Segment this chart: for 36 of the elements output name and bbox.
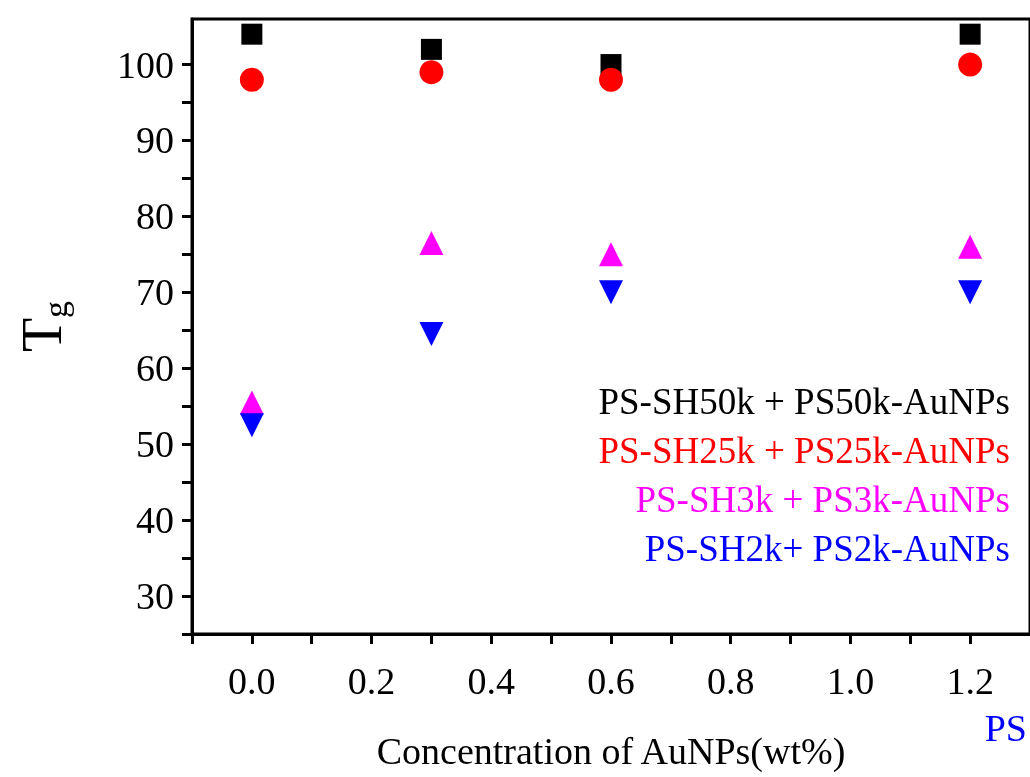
point xyxy=(239,67,264,92)
y-tick-label: 100 xyxy=(117,43,174,86)
point xyxy=(420,38,442,60)
point xyxy=(419,322,444,347)
x-axis-title: Concentration of AuNPs(wt%) xyxy=(376,730,846,773)
point xyxy=(959,23,981,45)
y-tick-label: 60 xyxy=(136,347,174,390)
y-tick-label: 80 xyxy=(136,195,174,238)
point xyxy=(599,67,623,92)
text: PS-SH3k + PS3k-AuNPs xyxy=(635,479,1010,520)
y-tick-label: 50 xyxy=(136,423,174,466)
y-tick-label: 70 xyxy=(136,271,174,314)
point xyxy=(419,230,444,255)
text: PS xyxy=(984,707,1028,749)
y-axis-title: Tg xyxy=(11,300,74,353)
point xyxy=(958,52,983,77)
point xyxy=(241,23,263,45)
point xyxy=(599,242,623,267)
x-tick-label: 1.2 xyxy=(946,660,994,702)
point xyxy=(958,280,983,305)
x-tick-label: 0.6 xyxy=(587,660,635,702)
point xyxy=(419,60,444,85)
x-tick-label: 0.4 xyxy=(467,660,516,702)
x-tick-label: 1.0 xyxy=(826,660,875,702)
y-tick-label: 40 xyxy=(136,499,174,542)
text: PS-SH50k + PS50k-AuNPs xyxy=(598,381,1010,422)
point xyxy=(599,280,623,305)
text: PS-SH25k + PS25k-AuNPs xyxy=(598,430,1010,471)
point xyxy=(239,413,264,438)
point xyxy=(958,234,983,259)
x-tick-label: 0.8 xyxy=(706,660,755,702)
y-tick-label: 30 xyxy=(136,575,174,618)
text: PS-SH2k+ PS2k-AuNPs xyxy=(644,528,1010,569)
x-tick-label: 0.0 xyxy=(228,660,276,702)
y-tick-label: 90 xyxy=(136,119,174,162)
x-tick-label: 0.2 xyxy=(347,660,396,702)
